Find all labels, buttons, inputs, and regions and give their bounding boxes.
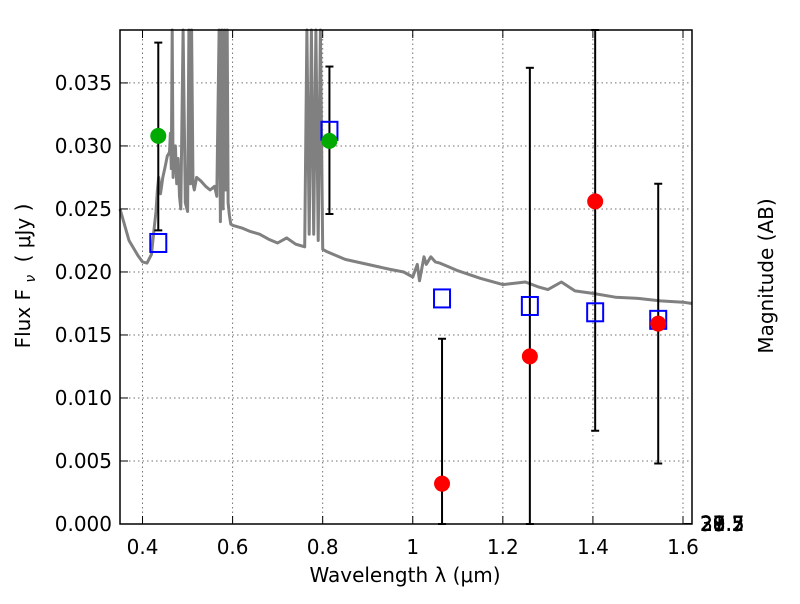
x-tick-label: 1 xyxy=(406,535,419,559)
model-spectrum-line xyxy=(118,28,693,305)
y-tick-label: 0.025 xyxy=(55,197,112,221)
model-point-square xyxy=(586,302,605,323)
y-tick-label: 0.035 xyxy=(55,71,112,95)
y2-tick-label: 29 xyxy=(700,512,725,536)
x-tick-label: 0.6 xyxy=(217,535,249,559)
tick-labels: 0.4 0.6 0.8 1 1.2 1.4 1.6 0.000 0.005 0.010 0.015 0… xyxy=(55,71,745,559)
y2-tick-label: 27.7 xyxy=(700,512,745,536)
x-tick-label: 1.6 xyxy=(667,535,699,559)
model-point-square xyxy=(520,295,539,316)
low-snr-point xyxy=(587,193,604,210)
axis-ticks xyxy=(120,30,692,525)
detection-point xyxy=(321,132,338,149)
x-tick-label: 0.8 xyxy=(307,535,339,559)
low-snr-point xyxy=(434,475,451,492)
low-snr-point xyxy=(650,315,667,332)
data-points xyxy=(149,120,668,492)
model-point-square xyxy=(433,288,452,309)
y-tick-label: 0.030 xyxy=(55,134,112,158)
y2-tick-label: 28 xyxy=(700,512,725,536)
x-tick-label: 1.2 xyxy=(487,535,519,559)
y2-axis-title: Magnitude (AB) xyxy=(754,198,778,353)
plot-frame xyxy=(119,29,693,525)
low-snr-point xyxy=(521,348,538,365)
detection-point xyxy=(150,127,167,144)
y-axis-title-main: Flux F xyxy=(11,289,35,348)
y-tick-label: 0.000 xyxy=(55,512,112,536)
y2-tick-label: 30 xyxy=(700,512,725,536)
y2-tick-label: 29.5 xyxy=(700,512,745,536)
x-tick-label: 1.4 xyxy=(577,535,609,559)
y-tick-label: 0.005 xyxy=(55,449,112,473)
y-axis-title-unit: ( μJy ) xyxy=(11,204,35,263)
x-axis-title: Wavelength λ (μm) xyxy=(309,563,500,587)
y-tick-label: 0.015 xyxy=(55,323,112,347)
y2-tick-label: 28.5 xyxy=(700,512,745,536)
y-tick-label: 0.020 xyxy=(55,260,112,284)
model-spectrum xyxy=(118,28,693,305)
error-bars xyxy=(154,29,663,525)
y2-tick-label: 28.2 xyxy=(700,512,745,536)
y2-tick-label: 31 xyxy=(700,512,725,536)
model-point-square xyxy=(149,232,168,253)
y-axis-title: Flux F ν ( μJy ) xyxy=(11,204,40,349)
y2-tick-label: 27.5 xyxy=(700,512,745,536)
y-axis-title-sub: ν xyxy=(23,275,39,283)
x-tick-label: 0.4 xyxy=(127,535,159,559)
y-tick-label: 0.010 xyxy=(55,386,112,410)
grid xyxy=(120,30,692,525)
